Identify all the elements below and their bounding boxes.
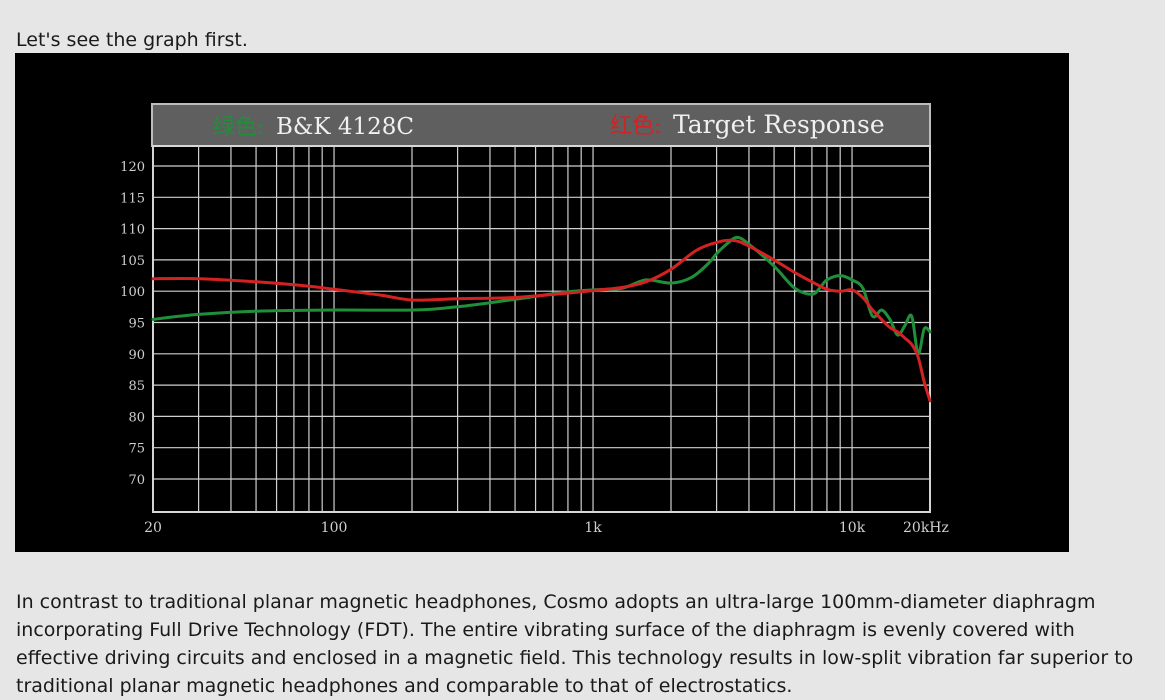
x-axis-ticks: 20 100 1k 10k 20kHz: [144, 520, 949, 536]
series-line-bk4128c: [151, 235, 932, 356]
y-tick-label: 95: [128, 317, 145, 332]
y-tick-label: 80: [128, 410, 145, 425]
x-tick-label: 1k: [584, 520, 602, 536]
x-tick-label: 20: [144, 520, 162, 536]
frequency-response-figure: 绿色: B&K 4128C 红色: Target Response 120 115…: [15, 53, 1069, 552]
series-line-target-response: [151, 238, 932, 403]
legend-prefix-green: 绿色:: [213, 115, 264, 140]
description-paragraph: In contrast to traditional planar magnet…: [16, 591, 1134, 697]
y-tick-label: 70: [128, 473, 145, 488]
y-axis-ticks: 120 115 110 105 100 95 90 85 80 75 70: [120, 160, 145, 488]
y-tick-label: 90: [128, 348, 145, 363]
y-tick-label: 115: [120, 191, 145, 206]
y-tick-label: 110: [120, 223, 145, 238]
legend-label-green: B&K 4128C: [276, 114, 414, 140]
legend-label-red: Target Response: [673, 110, 885, 139]
plot-area: [152, 145, 931, 513]
y-tick-label: 75: [128, 442, 145, 457]
legend-bar: [151, 103, 931, 147]
x-tick-label: 100: [321, 520, 348, 536]
x-tick-label: 20kHz: [903, 520, 949, 536]
legend-prefix-red: 红色:: [610, 114, 661, 139]
y-tick-label: 100: [120, 285, 145, 300]
y-tick-label: 85: [128, 379, 145, 394]
series-lines: [151, 235, 932, 403]
intro-text: Let's see the graph first.: [16, 29, 248, 51]
y-tick-label: 105: [120, 254, 145, 269]
frequency-response-chart: 绿色: B&K 4128C 红色: Target Response 120 115…: [120, 103, 949, 536]
grid-lines: [152, 146, 931, 512]
y-tick-label: 120: [120, 160, 145, 175]
x-tick-label: 10k: [839, 520, 866, 536]
